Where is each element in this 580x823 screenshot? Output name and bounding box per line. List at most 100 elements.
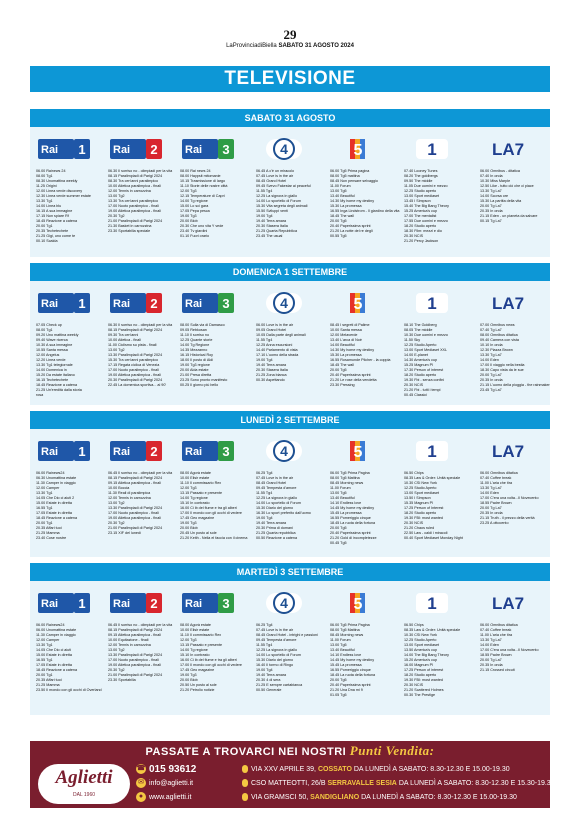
program-entry: 15.30 Diario del giorno (256, 506, 294, 510)
program-entry: 17.00 C'era una volta...Il Novecento (480, 648, 539, 652)
program-entry: 14.45 My home my destiny (330, 506, 375, 510)
program-entry: 08.45 Morning news (330, 481, 364, 485)
program-entry: 19.00 Atletica paralimpica - finali (108, 209, 161, 213)
program-entry: 07.40 Coffee break (480, 628, 512, 632)
channel-logos: Rai 1 Rai 2 Rai 3 4 5 1 LA7 (30, 581, 550, 623)
program-entry: 18.20 Studio aperto (404, 224, 437, 228)
program-entry: 00.25 Il giorno più bello (180, 383, 219, 387)
web-line: ● www.aglietti.it (136, 791, 228, 805)
program-entry: 14.00 E-planet (404, 353, 428, 357)
store-address: VIA XXV APRILE 39, COSSATO DA LUNEDÌ A S… (242, 763, 548, 777)
program-entry: 17.05 Pepa pesca (180, 209, 210, 213)
store-hours: DA LUNEDÌ A SABATO: 8.30-12.30 E 15.30-1… (396, 780, 555, 787)
program-entry: 12.00 Tennis in carrozzina (108, 496, 151, 500)
program-entry: 15.30 La promessa (330, 353, 362, 357)
channel-column-rete4: 06.00 Love is in the air 09.05 Grand Hote… (256, 323, 326, 383)
program-entry: 21.20 Fbi - tutti i tempi (404, 388, 441, 392)
program-entry: 08.20 The goldbergs (404, 174, 438, 178)
rai1-logo-icon: Rai 1 (38, 593, 90, 613)
program-entry: 20.30 Prima di domani (256, 526, 293, 530)
program-entry: 17.05 Estate in diretta (36, 663, 72, 667)
channel-column-rete4: 06.45 A c'è un miracolo 07.45 Love is in … (256, 169, 326, 239)
program-entry: 12.00 Tg3 (180, 189, 197, 193)
program-entry: 10.55 Santa messa (36, 348, 68, 352)
program-entry: 17.00 Il mondo con gli occhi di vedere (180, 663, 242, 667)
rai3-logo-icon: Rai 3 (182, 293, 234, 313)
program-entry: 06.00 Rainews24 (36, 623, 65, 627)
program-entry: 11.55 Tg4 (256, 491, 273, 495)
program-entry: 16.30 Lo sport preferito dall'uomo (256, 511, 311, 515)
program-entry: 11.50 Sky (404, 338, 421, 342)
channel-column-la7: 06.00 Omnibus ditatica 07.40 Coffee break… (480, 471, 550, 526)
program-entry: 20.00 Tg5 (330, 526, 347, 530)
program-entry: 12.30 Piazza Brown (480, 348, 513, 352)
channel-column-canale5: 06.00 Tg5 Prima pagina 08.00 Tg5 mattina 0… (330, 169, 400, 239)
channel-logo-rai1: Rai 1 (38, 137, 90, 161)
program-entry: 08.45 Non pensare selvaggio (330, 179, 378, 183)
program-entry: 07.05 Check up (36, 323, 62, 327)
program-entry: 16.55 Inga Lindstrom - Il giardino della… (330, 209, 400, 213)
store-street: CSO MATTEOTTI, 26/B (251, 780, 328, 787)
program-entry: 13.30 Tg1 (36, 643, 53, 647)
ad-headline: PASSATE A TROVARCI NEI NOSTRI Punti Vend… (30, 741, 550, 761)
channel-logo-rai3: Rai 3 (182, 137, 234, 161)
program-entry: 09.15 Atletica paralimpica - finali (108, 481, 161, 485)
program-entry: 06.00 Omnibus - ditatica (480, 169, 520, 173)
program-entry: 15.45 La promessa (330, 663, 362, 667)
channel-column-rai1: 07.05 Check up 08.00 Tg1 09.20 Uno mattina… (36, 323, 106, 398)
program-entry: 19.00 Tg4 (256, 214, 273, 218)
program-entry: 20.40 Paperissima sprint (330, 531, 371, 535)
channel-column-rai3: 08.00 Sulla via di Damasco 09.05 Rebkosan… (180, 323, 250, 388)
channel-logo-rai2: Rai 2 (110, 439, 162, 463)
program-entry: 11.10 Il commissario Rex (180, 481, 222, 485)
program-entry: 11.10 Il sorriso no (180, 333, 210, 337)
program-entry: 23.40 Cose nostre (36, 536, 67, 540)
program-entry: 11.30 Reali di paralimpica (108, 491, 151, 495)
program-entry: 18.20 Studio aperto (404, 673, 437, 677)
program-entry: 12.00 Tg3 (180, 486, 197, 490)
program-entry: 23.30 Sportabilia (108, 678, 136, 682)
program-entry: 15.35 Magnum PI (404, 501, 434, 505)
program-entry: 20.35 Techetechete (36, 229, 69, 233)
svg-text:5: 5 (354, 142, 363, 159)
program-entry: 09.45 Svevo Fakestar ai peaceful (256, 184, 311, 188)
rai3-logo-icon: Rai 3 (182, 441, 234, 461)
program-entry: 06.00 Unomattina estate (36, 628, 77, 632)
program-entry: 15.20 America's cup (404, 658, 438, 662)
program-entry: 11.30 Camper in viaggio (36, 633, 76, 637)
program-entry: 17.00 Nuoto paralimpico - finali (108, 204, 159, 208)
program-entry: 20.35 Affari tuoi (36, 526, 62, 530)
program-entry: 11.00 L'aria che tira (480, 633, 512, 637)
program-entry: 11.00 Forum (330, 638, 351, 642)
program-entry: 13.00 Tg5 (330, 491, 347, 495)
program-entry: 08.00 Tg1 (36, 174, 53, 178)
program-entry: 06.00 Omnibus ditatica (480, 471, 518, 475)
svg-text:3: 3 (222, 596, 229, 611)
program-entry: 10.00 Elisir estate (180, 628, 210, 632)
program-entry: 12.25 Studio Aperto (404, 638, 437, 642)
program-entry: 20.00 Tg1 (36, 673, 53, 677)
program-entry: 06.00 Tg5 Prima pagina (330, 169, 370, 173)
program-entry: 17.30 Person of interest (404, 368, 444, 372)
italia1-logo-icon: 1 (416, 293, 448, 313)
channel-logos: Rai 1 Rai 2 Rai 3 4 5 1 LA7 (30, 429, 550, 471)
program-entry: 12.00 Camper (36, 638, 60, 642)
program-entry: 00.15 Tg La7 (480, 219, 502, 223)
store-town: SANDIGLIANO (310, 794, 360, 801)
program-entry: 23.15 XIF del lunedì (108, 531, 142, 535)
rete4-logo-icon: 4 (266, 138, 302, 160)
program-entry: 19.00 Tg4 (256, 668, 273, 672)
day-heading: LUNEDÌ 2 SETTEMBRE (30, 411, 550, 429)
mail-icon: ✉ (136, 778, 146, 789)
advertisement-banner[interactable]: PASSATE A TROVARCI NEI NOSTRI Punti Vend… (30, 741, 555, 808)
program-entry: 19.00 Tg3 regione (180, 363, 210, 367)
program-entry: 12.15 Temperature di Capri (180, 194, 225, 198)
program-entry: 21.15 Crossed circuit (480, 668, 515, 672)
program-entry: 21.20 Petrolio notizie (180, 688, 215, 692)
program-entry: 19.00 Atletica paralimpica - finali (108, 516, 161, 520)
channel-column-rai2: 06.45 Il sorriso no - olimpiadi per la v… (108, 471, 178, 536)
program-entry: 06.30 Il sorriso no - olimpiadi per la v… (108, 169, 173, 173)
program-entry: 15.45 La promessa (330, 511, 362, 515)
program-entry: 13.30 Tg La7 (480, 486, 502, 490)
program-entry: 01.10 Fuori orario (180, 234, 210, 238)
